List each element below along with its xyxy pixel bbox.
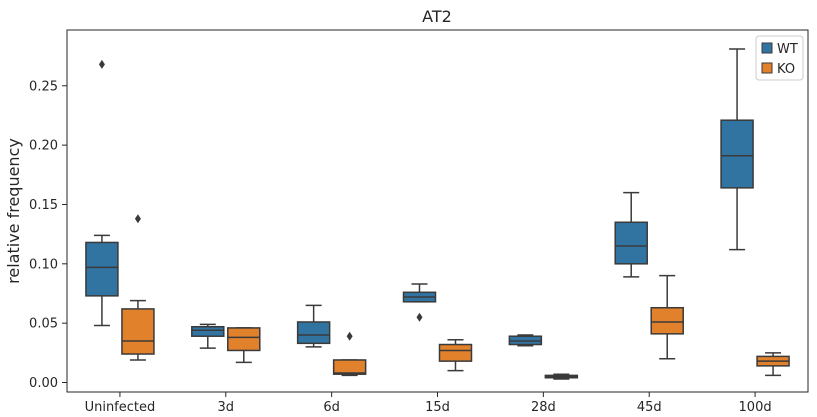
x-tick-label: 45d [637,400,662,415]
y-tick-label: 0.05 [29,317,58,332]
box-ko-3d [227,327,261,364]
box-wt-45d [614,191,648,278]
plot-frame [66,29,809,393]
legend-label-wt: WT [777,42,798,57]
y-tick-label: 0.25 [29,79,58,94]
box-wt-28d [508,334,543,347]
box-wt-6d [296,304,331,348]
box-ko-6d [332,331,367,377]
box-ko-45d [650,274,684,360]
box-body [227,327,261,352]
y-axis-title: relative frequency [4,138,23,284]
outlier-point [346,331,353,341]
box-body [191,325,225,337]
outlier-point [98,59,105,69]
x-tick-label: 28d [531,400,556,415]
legend-swatch-wt [761,42,773,54]
y-tick-label: 0.10 [29,257,58,272]
box-wt-100d [720,48,754,251]
box-body [438,343,473,362]
legend-swatch-ko [761,62,773,74]
box-ko-uninfected [121,214,155,361]
box-wt-uninfected [85,59,119,327]
outlier-point [416,312,423,322]
y-tick-label: 0.15 [29,198,58,213]
box-body [650,306,684,335]
box-body [720,119,754,189]
box-ko-28d [544,373,579,380]
y-tick-label: 0.20 [29,139,58,154]
box-body [614,221,648,265]
y-tick-label: 0.00 [29,376,58,391]
x-tick-label: 15d [425,400,450,415]
box-body [121,308,155,355]
box-ko-15d [438,339,473,372]
plot-area: 0.00 0.05 0.10 0.15 0.20 0.25 Uninfected 3d 6d 15… [29,48,790,415]
box-ko-100d [756,352,790,377]
legend-label-ko: KO [777,62,795,77]
box-body [296,321,331,345]
box-body [332,359,367,375]
legend: WT KO [755,35,804,81]
box-wt-3d [191,323,225,349]
outlier-point [134,214,141,224]
chart-title: AT2 [422,7,452,26]
x-tick-label: 3d [218,400,235,415]
box-wt-15d [402,283,437,322]
x-tick-label: 100d [739,400,772,415]
x-tick-label: Uninfected [85,400,156,415]
x-tick-label: 6d [323,400,340,415]
box-body [85,241,119,297]
